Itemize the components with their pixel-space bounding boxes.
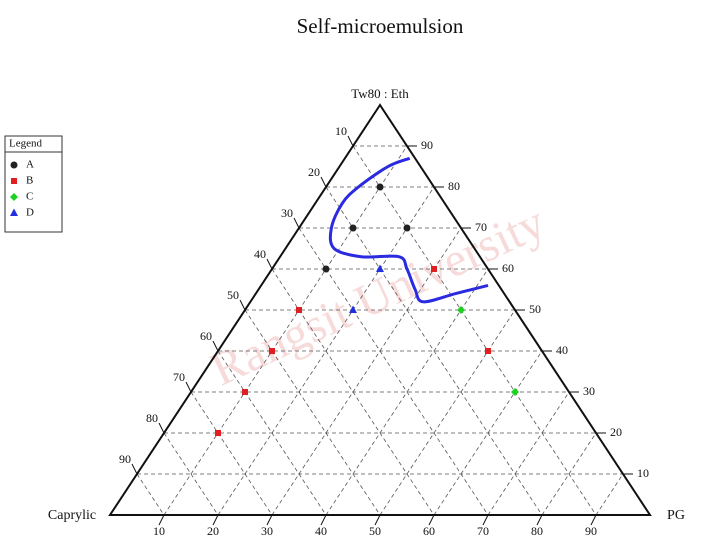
tick-mark xyxy=(294,218,299,228)
tw80-tick-label: 40 xyxy=(556,343,568,357)
marker xyxy=(269,348,275,354)
tw80-tick-label: 70 xyxy=(475,220,487,234)
chart-title: Self-microemulsion xyxy=(297,14,464,38)
tw80-tick-label: 80 xyxy=(448,179,460,193)
tick-mark xyxy=(186,382,191,392)
grid-line xyxy=(137,474,164,515)
caprylic-tick-label: 20 xyxy=(308,165,320,179)
marker xyxy=(404,225,411,232)
marker xyxy=(350,225,357,232)
tick-mark xyxy=(132,464,137,474)
marker xyxy=(511,388,519,396)
right-vertex-label: PG xyxy=(667,508,685,523)
chart: Self-microemulsion Rangsit University Tw… xyxy=(0,0,705,537)
pg-tick-label: 80 xyxy=(531,524,543,537)
marker xyxy=(296,307,302,313)
tw80-tick-label: 30 xyxy=(583,384,595,398)
legend-marker xyxy=(11,178,17,184)
left-vertex-label: Caprylic xyxy=(48,508,96,523)
tick-mark xyxy=(348,136,353,146)
marker xyxy=(485,348,491,354)
marker xyxy=(215,430,221,436)
caprylic-tick-label: 50 xyxy=(227,288,239,302)
caprylic-tick-label: 10 xyxy=(335,124,347,138)
legend-label: B xyxy=(26,175,33,187)
tw80-tick-label: 50 xyxy=(529,302,541,316)
watermark: Rangsit University xyxy=(203,196,553,397)
grid-line xyxy=(191,392,272,515)
marker xyxy=(323,266,330,273)
pg-tick-label: 30 xyxy=(261,524,273,537)
tick-mark xyxy=(267,259,272,269)
pg-tick-label: 20 xyxy=(207,524,219,537)
pg-tick-label: 50 xyxy=(369,524,381,537)
marker xyxy=(377,184,384,191)
legend-label: D xyxy=(26,207,34,219)
marker xyxy=(242,389,248,395)
pg-tick-label: 90 xyxy=(585,524,597,537)
tick-mark xyxy=(321,177,326,187)
legend-marker xyxy=(11,162,18,169)
legend-label: C xyxy=(26,191,33,203)
grid-line xyxy=(353,146,596,515)
top-vertex-label: Tw80 : Eth xyxy=(351,86,409,101)
pg-tick-label: 10 xyxy=(153,524,165,537)
caprylic-tick-label: 40 xyxy=(254,247,266,261)
tw80-tick-label: 10 xyxy=(637,466,649,480)
caprylic-tick-label: 30 xyxy=(281,206,293,220)
grid-line xyxy=(488,392,569,515)
tw80-tick-label: 20 xyxy=(610,425,622,439)
pg-tick-label: 60 xyxy=(423,524,435,537)
caprylic-tick-label: 90 xyxy=(119,452,131,466)
tw80-tick-label: 60 xyxy=(502,261,514,275)
legend-label: A xyxy=(26,159,34,171)
tick-mark xyxy=(159,423,164,433)
legend-title: Legend xyxy=(9,138,42,150)
marker xyxy=(431,266,437,272)
pg-tick-label: 40 xyxy=(315,524,327,537)
marker xyxy=(457,306,465,314)
caprylic-tick-label: 70 xyxy=(173,370,185,384)
tw80-tick-label: 90 xyxy=(421,138,433,152)
pg-tick-label: 70 xyxy=(477,524,489,537)
grid-line xyxy=(380,310,515,515)
grid-line xyxy=(596,474,623,515)
tick-mark xyxy=(240,300,245,310)
caprylic-tick-label: 80 xyxy=(146,411,158,425)
caprylic-tick-label: 60 xyxy=(200,329,212,343)
